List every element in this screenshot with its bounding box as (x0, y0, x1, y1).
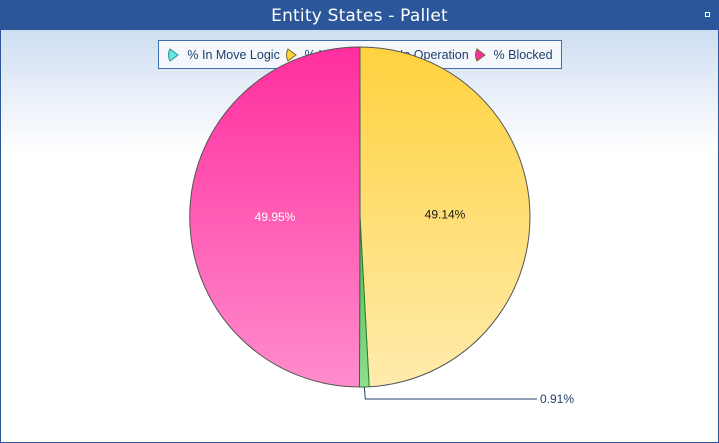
title-bar: Entity States - Pallet (1, 1, 718, 30)
restore-button[interactable] (700, 7, 714, 21)
window-title: Entity States - Pallet (271, 5, 448, 26)
pie-slice-pct-blocked[interactable] (189, 46, 361, 388)
pie-slice-pct-waiting[interactable] (359, 46, 531, 388)
legend-marker-pct-waiting (285, 47, 297, 62)
legend-marker-pct-blocked (474, 47, 486, 62)
legend-item-pct-in-move-logic: % In Move Logic (167, 47, 280, 63)
data-label-pct-waiting: 49.14% (425, 208, 466, 222)
restore-icon (704, 11, 710, 17)
pie-chart: 49.14% 0.91% 49.95% (189, 46, 575, 406)
legend-label: % Blocked (493, 47, 553, 62)
pie-labels: 49.14% 0.91% 49.95% (255, 208, 575, 406)
legend-label: % In Move Logic (187, 47, 280, 62)
data-label-pct-blocked: 49.95% (255, 210, 296, 224)
pie-slices (189, 46, 531, 388)
data-label-pct-in-operation: 0.91% (540, 392, 574, 406)
leader-line-pct-in-operation (363, 386, 537, 400)
legend-item-pct-blocked: % Blocked (474, 47, 553, 63)
legend-marker-pct-in-move-logic (168, 47, 180, 62)
